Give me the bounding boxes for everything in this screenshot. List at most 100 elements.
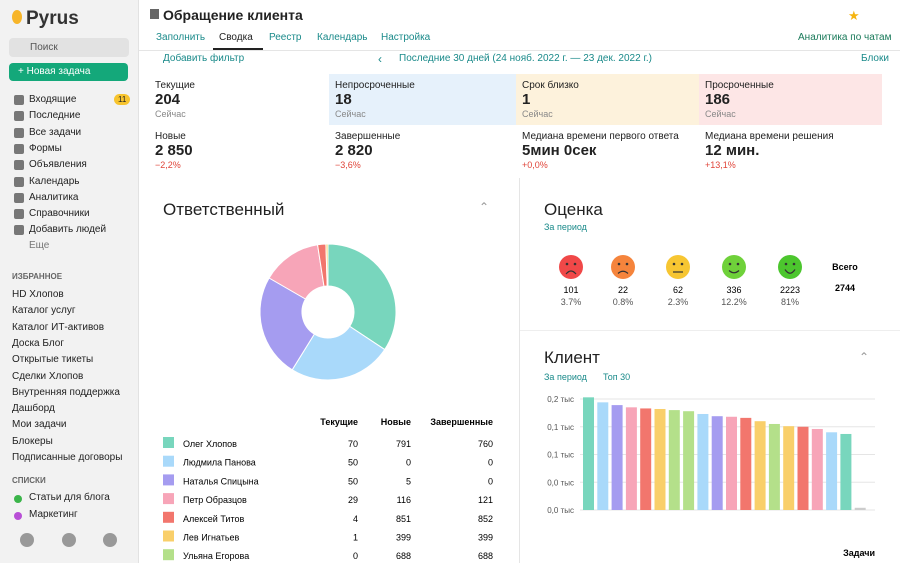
donut-slice — [327, 243, 397, 351]
bar — [697, 413, 709, 510]
legend-swatch — [163, 493, 174, 505]
tab[interactable]: Настройка — [381, 32, 431, 43]
legend-swatch — [163, 455, 174, 467]
total-label: Всего — [832, 262, 858, 272]
rating-percent: 2.3% — [668, 297, 689, 307]
lists-title: СПИСКИ — [12, 476, 46, 485]
top-link[interactable]: Топ 30 — [603, 372, 631, 382]
favorite-item[interactable]: Внутренняя поддержка — [12, 386, 120, 398]
tab-underline — [213, 48, 263, 50]
card-change: +13,1% — [705, 160, 736, 170]
nav-icon — [14, 95, 24, 105]
tab[interactable]: Календарь — [317, 32, 368, 43]
bar — [854, 507, 866, 510]
panel-title: Оценка — [544, 200, 603, 219]
tab[interactable]: Заполнить — [156, 32, 206, 43]
list-item[interactable]: Маркетинг — [29, 509, 78, 520]
bottom-icon[interactable] — [20, 533, 34, 547]
prev-arrow[interactable]: ‹ — [378, 52, 382, 66]
legend-swatch — [163, 530, 174, 542]
card-sub: Сейчас — [705, 109, 736, 119]
cell: 688 — [478, 551, 493, 561]
rating-face — [722, 255, 746, 279]
bottom-icon[interactable] — [103, 533, 117, 547]
cell: 121 — [478, 495, 493, 505]
period-link[interactable]: За период — [544, 222, 587, 232]
nav-icon — [14, 209, 24, 220]
favorite-item[interactable]: Дашборд — [12, 403, 55, 415]
eye — [728, 262, 732, 266]
add-filter[interactable]: Добавить фильтр — [163, 53, 245, 64]
mouth — [728, 270, 740, 274]
nav-item[interactable]: Объявления — [29, 159, 87, 171]
nav-item[interactable]: Календарь — [29, 175, 80, 187]
list-dot — [14, 495, 22, 503]
period[interactable]: Последние 30 дней (24 нояб. 2022 г. — 23… — [399, 53, 652, 64]
bar — [611, 405, 623, 510]
card-value: 12 мин. — [705, 142, 760, 159]
chat-analytics[interactable]: Аналитика по чатам — [798, 32, 892, 43]
bottom-icon[interactable] — [62, 533, 76, 547]
card-value: 2 820 — [335, 142, 373, 159]
eye — [680, 262, 684, 266]
card-value: 204 — [155, 91, 181, 108]
nav-item[interactable]: Входящие — [29, 94, 77, 105]
y-tick-label: 0,2 тыс — [547, 395, 574, 404]
favorite-item[interactable]: Подписанные договоры — [12, 452, 123, 463]
card-sub: Сейчас — [522, 109, 553, 119]
nav-icon — [14, 192, 24, 203]
header-border — [139, 50, 900, 51]
card-value: 1 — [522, 91, 531, 108]
nav-item[interactable]: Справочники — [29, 208, 90, 220]
favorite-item[interactable]: Мои задачи — [12, 419, 67, 431]
favorite-item[interactable]: Каталог ИТ-активов — [12, 321, 105, 333]
cell: 0 — [353, 551, 358, 561]
collapse[interactable]: ⌃ — [859, 350, 870, 364]
tab[interactable]: Сводка — [219, 32, 253, 43]
list-item[interactable]: Статьи для блога — [29, 492, 110, 503]
legend-swatch — [163, 511, 174, 523]
row-name: Людмила Панова — [183, 458, 256, 468]
card-label: Завершенные — [335, 131, 401, 142]
nav-item[interactable]: Последние — [29, 110, 81, 122]
eye — [792, 262, 796, 266]
divider — [519, 178, 520, 563]
bar — [797, 426, 809, 510]
bar — [668, 410, 680, 510]
card-change: −3,6% — [335, 160, 361, 170]
favorite-item[interactable]: HD Хлопов — [12, 289, 64, 300]
bar — [583, 397, 594, 510]
search[interactable] — [9, 38, 129, 57]
favorite-item[interactable]: Открытые тикеты — [12, 354, 94, 366]
form-icon — [150, 9, 159, 19]
period-link[interactable]: За период — [544, 372, 587, 382]
favorite-item[interactable]: Каталог услуг — [12, 305, 76, 317]
y-tick-label: 0,1 тыс — [547, 423, 574, 432]
inbox-badge: 11 — [114, 94, 131, 105]
more[interactable]: Еще — [29, 240, 50, 251]
charts: Текущие Новые Завершенные Олег Хлопов 70 791 7… — [163, 243, 875, 561]
donut-slice — [325, 243, 329, 287]
card — [516, 74, 699, 125]
favorite-item[interactable]: Доска Блог — [12, 337, 64, 349]
row-name: Петр Образцов — [183, 495, 247, 505]
nav-icon — [14, 143, 24, 154]
favorite-item[interactable]: Сделки Хлопов — [12, 370, 84, 382]
bar — [840, 433, 852, 510]
collapse[interactable]: ⌃ — [479, 200, 490, 214]
blocks[interactable]: Блоки — [861, 53, 889, 64]
bar — [625, 407, 637, 510]
bar — [740, 417, 752, 510]
nav-item[interactable]: Формы — [29, 142, 62, 154]
new-task-button[interactable] — [9, 63, 128, 81]
bar — [654, 408, 666, 510]
tab[interactable]: Реестр — [269, 32, 302, 43]
bar — [711, 416, 723, 510]
rating-face — [611, 255, 635, 279]
nav-item[interactable]: Все задачи — [29, 126, 82, 138]
favorite-item[interactable]: Блокеры — [12, 435, 53, 447]
nav-item[interactable]: Аналитика — [29, 191, 79, 203]
card-sub: Сейчас — [155, 109, 186, 119]
page-title: Обращение клиента — [163, 7, 303, 23]
nav-item[interactable]: Добавить людей — [29, 224, 107, 236]
